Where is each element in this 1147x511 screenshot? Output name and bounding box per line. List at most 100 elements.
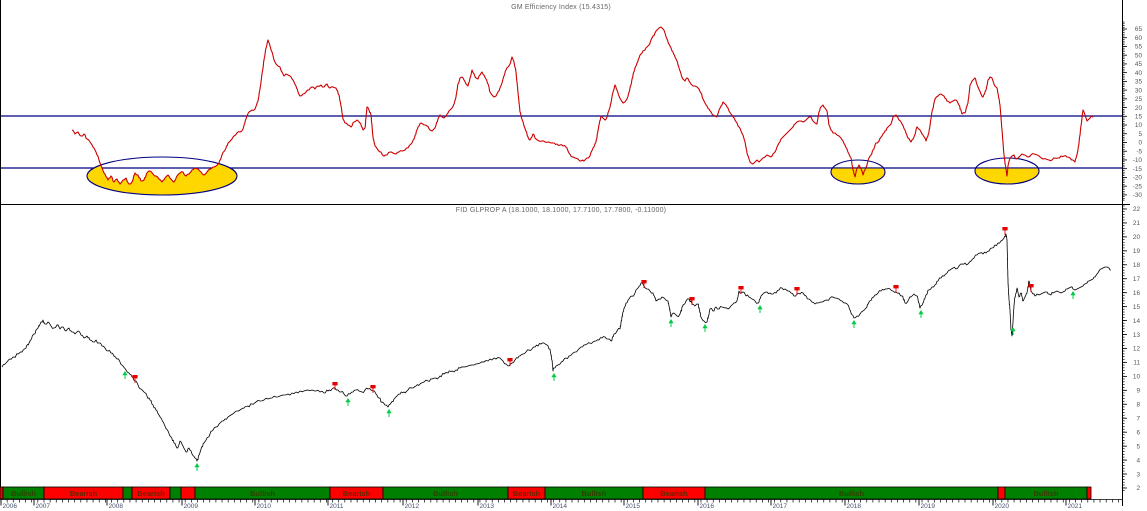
y-axis-label: 40 <box>1135 70 1143 77</box>
y-axis-label: 3 <box>1136 471 1140 478</box>
buy-marker <box>386 409 392 414</box>
ribbon-segment-bear[interactable] <box>1086 486 1092 500</box>
ribbon-label: Bullish <box>11 489 36 498</box>
y-axis-label: 22 <box>1133 206 1141 213</box>
y-axis-label: 30 <box>1135 87 1143 94</box>
highlight-fill <box>87 157 237 195</box>
price-panel-title: FID GLPROP A (18.1000, 18.1000, 17.7100,… <box>455 207 667 214</box>
buy-marker <box>1070 291 1076 296</box>
y-axis-label: 17 <box>1133 276 1141 283</box>
sell-marker <box>641 280 647 284</box>
buy-marker <box>1010 327 1016 332</box>
y-axis-label: 50 <box>1135 52 1143 59</box>
ribbon-label: Bearish <box>343 489 371 498</box>
y-axis-label: 18 <box>1133 262 1141 269</box>
x-axis-year-label: 2013 <box>480 503 495 510</box>
buy-marker <box>122 371 128 376</box>
sell-marker <box>1002 227 1008 231</box>
y-axis-label: 7 <box>1136 415 1140 422</box>
y-axis-label: 0 <box>1138 140 1142 147</box>
ribbon-label: Bearish <box>660 489 688 498</box>
y-axis-label: 10 <box>1133 374 1141 381</box>
y-axis-label: 35 <box>1135 79 1143 86</box>
y-axis-label: 13 <box>1133 332 1141 339</box>
buy-marker <box>918 310 924 315</box>
buy-marker <box>851 320 857 325</box>
y-axis-label: 15 <box>1133 304 1141 311</box>
sell-marker <box>893 285 899 289</box>
buy-marker <box>702 324 708 329</box>
y-axis-label: -30 <box>1133 192 1143 199</box>
sell-marker <box>794 287 800 291</box>
x-axis-year-label: 2007 <box>36 503 51 510</box>
x-axis-year-label: 2020 <box>995 503 1010 510</box>
y-axis-label: 11 <box>1133 360 1140 367</box>
ribbon-segment-bear[interactable] <box>997 486 1006 500</box>
y-axis-label: 16 <box>1133 290 1141 297</box>
y-axis-label: 14 <box>1133 318 1141 325</box>
ribbon-segment-bear[interactable] <box>180 486 196 500</box>
y-axis-label: 2 <box>1136 485 1140 492</box>
y-axis-label: -15 <box>1133 166 1143 173</box>
highlight-ellipse <box>830 159 886 185</box>
y-axis-label: 21 <box>1133 220 1141 227</box>
buy-marker <box>757 305 763 310</box>
ribbon-segment-bear[interactable] <box>0 486 4 500</box>
y-axis-label: 9 <box>1136 388 1140 395</box>
ribbon-label: Bullish <box>581 489 606 498</box>
y-axis-label: 12 <box>1133 346 1141 353</box>
y-axis-label: 55 <box>1135 44 1143 51</box>
ribbon-label: Bullish <box>839 489 864 498</box>
x-axis-year-label: 2012 <box>405 503 420 510</box>
sell-marker <box>132 375 138 379</box>
x-axis-year-label: 2017 <box>773 503 788 510</box>
sell-marker <box>332 382 338 386</box>
buy-marker <box>194 463 200 468</box>
x-axis-year-label: 2021 <box>1068 503 1083 510</box>
x-axis-year-label: 2008 <box>109 503 124 510</box>
sell-marker <box>738 286 744 290</box>
ribbon-segment-bull[interactable] <box>122 486 133 500</box>
x-axis-year-label: 2019 <box>921 503 936 510</box>
indicator-panel-title: GM Efficiency Index (15.4315) <box>511 4 611 11</box>
buy-marker <box>668 319 674 324</box>
y-axis-label: -5 <box>1136 148 1142 155</box>
y-axis-label: 8 <box>1136 402 1140 409</box>
y-axis-label: 25 <box>1135 96 1143 103</box>
price-line <box>1 233 1112 462</box>
y-axis-label: -25 <box>1133 183 1143 190</box>
sell-marker <box>507 358 513 362</box>
ribbon-segment-bull[interactable] <box>169 486 182 500</box>
x-axis-year-label: 2010 <box>257 503 272 510</box>
y-axis-label: 65 <box>1135 26 1143 33</box>
x-axis-year-label: 2014 <box>553 503 568 510</box>
y-axis-label: 45 <box>1135 61 1143 68</box>
buy-marker <box>345 398 351 403</box>
x-axis-year-label: 2011 <box>330 503 344 510</box>
buy-marker <box>551 373 557 378</box>
y-axis-label: 6 <box>1136 429 1140 436</box>
y-axis-label: 20 <box>1133 234 1141 241</box>
y-axis-label: 19 <box>1133 248 1141 255</box>
ribbon-label: Bearish <box>137 489 165 498</box>
y-axis-label: 4 <box>1136 457 1140 464</box>
highlight-ellipse <box>86 156 238 196</box>
y-axis-label: -10 <box>1133 157 1143 164</box>
highlight-ellipse <box>974 157 1040 185</box>
y-axis-label: 10 <box>1135 122 1143 129</box>
highlight-fill <box>831 168 885 184</box>
y-axis-label: -20 <box>1133 175 1143 182</box>
x-axis-year-label: 2016 <box>700 503 715 510</box>
ribbon-label: Bearish <box>70 489 98 498</box>
indicator-line <box>71 26 1094 185</box>
y-axis-label: 15 <box>1135 114 1143 121</box>
ribbon-label: Bullish <box>1033 489 1058 498</box>
x-axis-year-label: 2009 <box>184 503 199 510</box>
x-axis-year-label: 2018 <box>847 503 862 510</box>
y-axis-label: 5 <box>1136 443 1140 450</box>
sell-marker <box>689 297 695 301</box>
ribbon-label: Bullish <box>250 489 275 498</box>
y-axis-label: 20 <box>1135 105 1143 112</box>
